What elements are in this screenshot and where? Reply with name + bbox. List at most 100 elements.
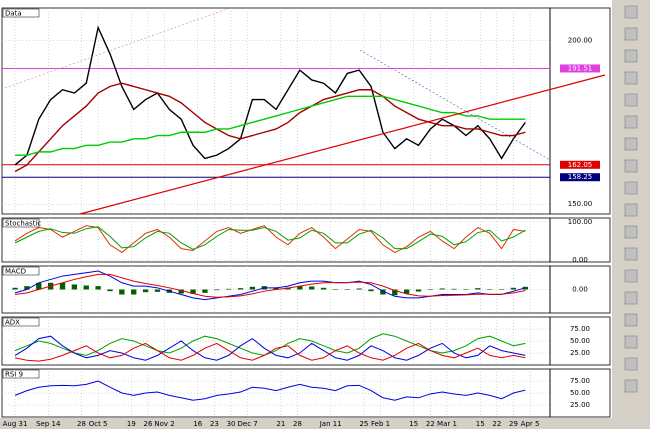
series-line [14,333,526,356]
x-tick-label: 15 [409,420,418,428]
toolbar-button [624,335,638,349]
histogram-bar [487,289,493,290]
histogram-bar [83,285,89,290]
series-line [15,95,526,156]
level-label-box [560,64,600,73]
toolbar-button [624,313,638,327]
x-tick-label: Dec 7 [238,420,258,428]
panel-frame-right [549,368,611,418]
histogram-bar [415,289,422,292]
histogram-bar [475,288,481,290]
x-tick-label: Feb 1 [371,420,390,428]
y-tick-label: 100.00 [568,218,593,226]
histogram-bar [142,289,149,293]
histogram-bar [273,287,279,290]
series-line [14,225,526,254]
panel-title: Stochastic [5,220,41,228]
series-line [14,25,526,166]
series-line [14,226,526,250]
histogram-bar [498,289,505,290]
y-tick-label: 150.00 [568,200,593,208]
histogram-bar [344,289,350,290]
panel-title-box [2,218,40,228]
series-line [14,273,526,298]
x-tick-label: 21 [276,420,285,428]
histogram-bar [380,289,386,295]
date-bar [0,418,612,429]
x-tick-label: 22 [492,420,501,428]
histogram-bar [190,289,196,294]
toolbar-button [624,137,638,151]
toolbar-button [624,203,638,217]
x-tick-label: Apr 5 [521,420,540,428]
histogram-bar [24,286,30,290]
histogram-bar [71,284,78,290]
y-tick-label: 75.00 [570,325,590,333]
panel-title: MACD [5,268,26,276]
x-tick-label: Aug 31 [3,420,28,428]
panel-title-box [2,8,40,18]
histogram-bar [439,288,445,290]
toolbar-button [624,269,638,283]
toolbar-button [624,181,638,195]
toolbar-button [624,5,638,19]
x-tick-label: 29 [509,420,518,428]
x-tick-label: 16 [193,420,202,428]
toolbar-button [624,71,638,85]
toolbar-button [624,357,638,371]
histogram-bar [12,287,18,290]
x-tick-label: 25 [359,420,368,428]
histogram-bar [36,282,42,290]
level-label: 158.25 [568,173,593,181]
toolbar-icons [624,5,638,393]
toolbar-button [624,247,638,261]
panel-title-box [2,369,40,379]
series-line [14,380,526,401]
x-tick-label: 15 [476,420,485,428]
toolbar-button [624,379,638,393]
histogram-bar [427,289,434,290]
panel-frame-right [549,316,611,366]
histogram-bar [320,287,327,290]
level-label: 191.51 [568,64,593,72]
x-tick-label: 22 [426,420,435,428]
histogram-bar [119,289,125,295]
panel-title: Data [5,10,22,18]
x-tick-label: 26 [143,420,152,428]
x-tick-label: 28 [77,420,86,428]
x-tick-label: 30 [227,420,236,428]
x-tick-label: 19 [127,420,136,428]
series-line [14,342,526,362]
y-tick-label: 0.00 [572,286,588,294]
series-line [14,270,526,301]
panel-frame-right [549,265,611,314]
x-tick-label: Nov 2 [154,420,174,428]
histogram-bar [403,289,410,294]
y-tick-label: 75.00 [570,377,590,385]
histogram-bar [356,288,362,290]
panel-frame-right [549,7,611,215]
histogram-bar [95,286,101,290]
toolbar-button [624,27,638,41]
level-label: 162.05 [568,161,593,169]
y-tick-label: 200.00 [568,37,593,45]
panel-title-box [2,266,40,276]
x-tick-label: 28 [293,420,302,428]
y-tick-label: 50.00 [570,337,590,345]
toolbar-button [624,159,638,173]
y-tick-label: 0.00 [572,256,588,264]
toolbar-button [624,93,638,107]
histogram-bar [368,289,374,292]
histogram-bar [463,289,469,290]
x-tick-label: Mar 1 [437,420,457,428]
histogram-bar [131,289,137,295]
histogram-bar [154,289,161,292]
level-label-box [560,160,600,169]
panel-title: RSI 9 [5,371,23,379]
histogram-bar [451,288,457,290]
panel-title-box [2,317,40,327]
histogram-bar [214,289,220,291]
toolbar-button [624,49,638,63]
histogram-bar [202,289,208,293]
